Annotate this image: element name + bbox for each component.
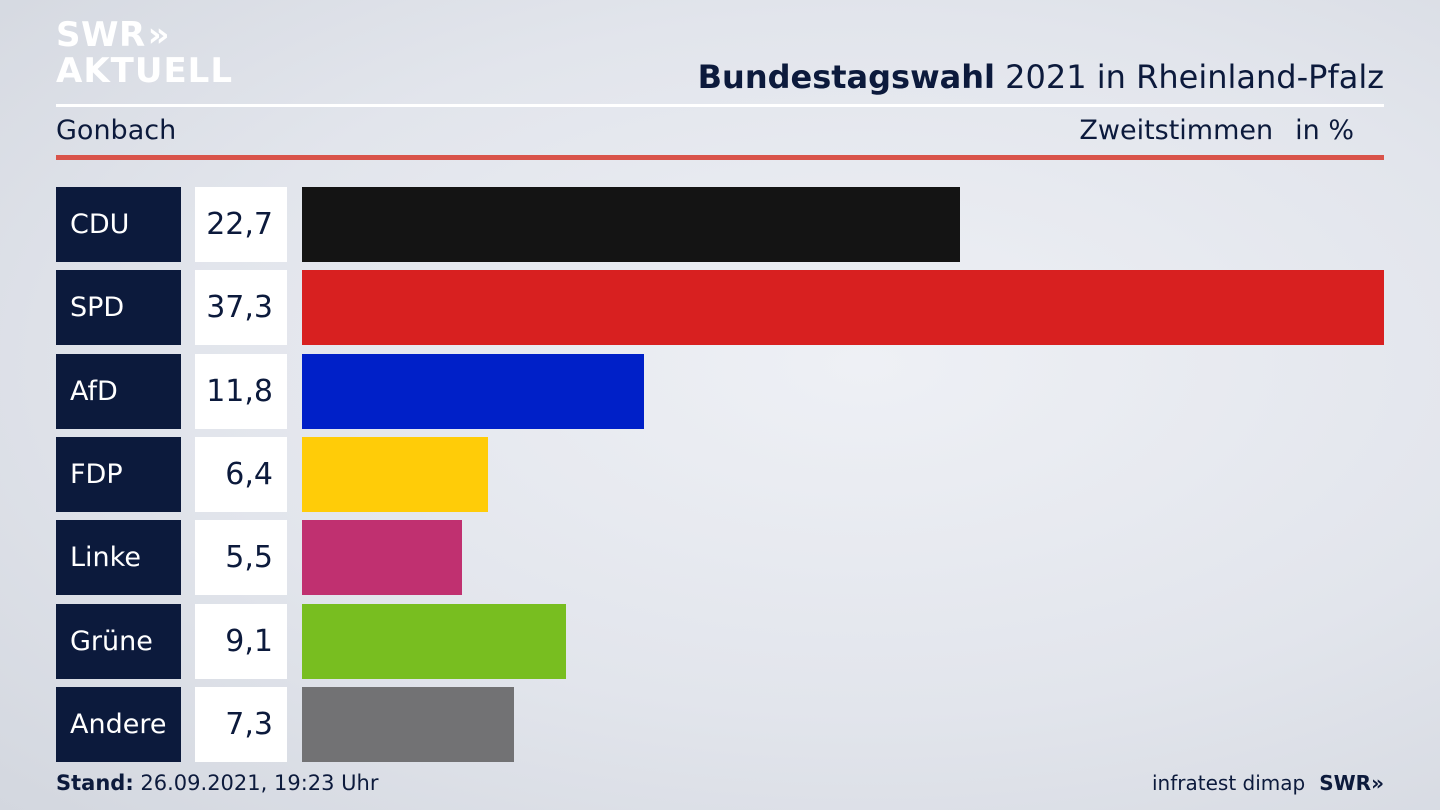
bar	[302, 187, 960, 262]
value-label: 11,8	[195, 354, 287, 429]
logo-swr: SWR	[56, 15, 146, 55]
value-label: 37,3	[195, 270, 287, 345]
page-title: Bundestagswahl 2021 in Rheinland-Pfalz	[698, 58, 1384, 96]
party-label: Grüne	[56, 604, 181, 679]
party-label: AfD	[56, 354, 181, 429]
bar-row-spd: SPD 37,3	[56, 270, 1384, 345]
value-label: 9,1	[195, 604, 287, 679]
party-label: CDU	[56, 187, 181, 262]
party-label: Andere	[56, 687, 181, 762]
logo-aktuell: AKTUELL	[56, 51, 234, 91]
bar-row-linke: Linke 5,5	[56, 520, 1384, 595]
source-name: infratest dimap	[1152, 771, 1306, 795]
bar-row-cdu: CDU 22,7	[56, 187, 1384, 262]
title-rest: 2021 in Rheinland-Pfalz	[995, 58, 1384, 96]
measure-name: Zweitstimmen	[1079, 115, 1274, 146]
bar	[302, 687, 514, 762]
party-label: SPD	[56, 270, 181, 345]
stand-value: 26.09.2021, 19:23 Uhr	[133, 771, 379, 795]
stand-label: Stand:	[56, 771, 134, 795]
measure-label: Zweitstimmen in %	[1079, 115, 1354, 146]
region-name: Gonbach	[56, 115, 177, 146]
bar-row-fdp: FDP 6,4	[56, 437, 1384, 512]
party-label: FDP	[56, 437, 181, 512]
bar-row-andere: Andere 7,3	[56, 687, 1384, 762]
bar	[302, 520, 462, 595]
bar	[302, 354, 644, 429]
value-label: 22,7	[195, 187, 287, 262]
source-credit: infratest dimap SWR»	[1152, 771, 1384, 795]
header-divider	[56, 104, 1384, 107]
value-label: 6,4	[195, 437, 287, 512]
bar	[302, 270, 1384, 345]
header-accent-line	[56, 155, 1384, 160]
party-label: Linke	[56, 520, 181, 595]
title-bold: Bundestagswahl	[697, 58, 995, 96]
timestamp: Stand: 26.09.2021, 19:23 Uhr	[56, 771, 379, 795]
swr-aktuell-logo: SWR» AKTUELL	[56, 18, 233, 88]
value-label: 5,5	[195, 520, 287, 595]
bar	[302, 604, 566, 679]
value-label: 7,3	[195, 687, 287, 762]
bar	[302, 437, 488, 512]
logo-chevron-icon: »	[147, 15, 170, 55]
bar-row-grüne: Grüne 9,1	[56, 604, 1384, 679]
bar-row-afd: AfD 11,8	[56, 354, 1384, 429]
measure-unit: in %	[1295, 115, 1354, 146]
swr-footer-logo: SWR»	[1319, 771, 1384, 795]
